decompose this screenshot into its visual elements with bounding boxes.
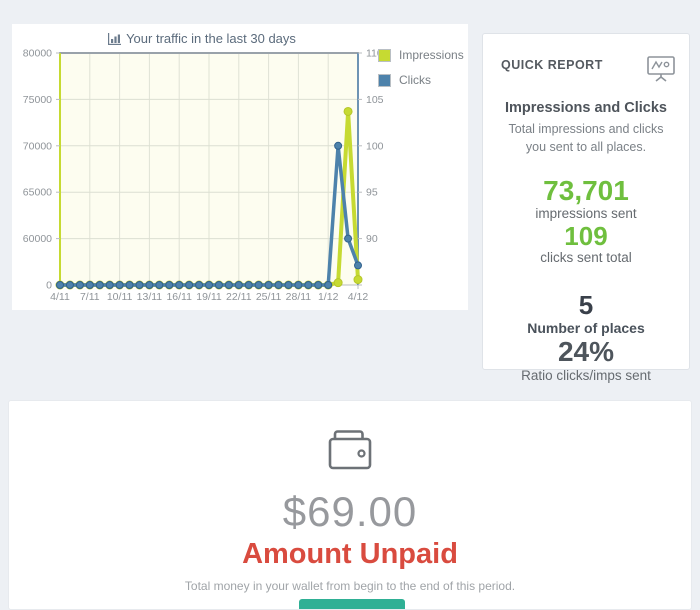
quick-report-section-title: Impressions and Clicks xyxy=(505,100,667,116)
wallet-card: $69.00 Amount Unpaid Total money in your… xyxy=(8,400,692,610)
wallet-amount: $69.00 xyxy=(282,488,418,535)
svg-text:13/11: 13/11 xyxy=(137,291,163,303)
svg-text:95: 95 xyxy=(366,187,378,199)
svg-text:7/11: 7/11 xyxy=(80,291,100,303)
svg-text:60000: 60000 xyxy=(23,233,52,245)
legend-label-impressions: Impressions xyxy=(399,48,464,62)
svg-text:25/11: 25/11 xyxy=(256,291,282,303)
wallet-description: Total money in your wallet from begin to… xyxy=(184,579,516,593)
legend-item-impressions: Impressions xyxy=(378,48,464,62)
stat-places-label: Number of places xyxy=(527,319,645,336)
svg-text:28/11: 28/11 xyxy=(286,291,312,303)
amount-unpaid-label: Amount Unpaid xyxy=(242,538,458,570)
legend-item-clicks: Clicks xyxy=(378,73,464,87)
stat-clicks-label: clicks sent total xyxy=(540,249,632,265)
quick-report-description: Total impressions and clicks you sent to… xyxy=(508,122,664,155)
stat-places-value: 5 xyxy=(578,289,594,320)
stat-clicks-value: 109 xyxy=(564,220,608,251)
chart-title-text: Your traffic in the last 30 days xyxy=(126,31,296,46)
svg-text:110: 110 xyxy=(366,48,383,60)
quick-report-card: QUICK REPORT Impressions and Clicks Tota… xyxy=(482,33,690,383)
stat-ratio-label: Ratio clicks/imps sent xyxy=(521,367,651,383)
svg-text:10/11: 10/11 xyxy=(107,291,133,303)
chart-legend: Impressions Clicks xyxy=(378,48,464,98)
quick-report-header: QUICK REPORT xyxy=(483,34,689,84)
svg-text:80000: 80000 xyxy=(23,48,52,60)
wallet-icon xyxy=(328,430,372,470)
cut-off-action-button[interactable] xyxy=(299,599,405,609)
traffic-chart: 80000 75000 70000 65000 60000 0 110 105 100 95 90 4… xyxy=(23,48,384,303)
svg-text:70000: 70000 xyxy=(23,140,52,152)
legend-label-clicks: Clicks xyxy=(399,73,431,87)
stat-impressions-label: impressions sent xyxy=(535,205,637,221)
svg-text:22/11: 22/11 xyxy=(226,291,252,303)
wallet-icon-wrap xyxy=(9,427,691,478)
impressions-swatch xyxy=(378,48,391,62)
traffic-card: Your traffic in the last 30 days 80000 75… xyxy=(12,24,468,310)
svg-text:4/11: 4/11 xyxy=(50,291,70,303)
stat-ratio-value: 24% xyxy=(557,335,615,367)
svg-text:105: 105 xyxy=(366,94,384,106)
svg-text:75000: 75000 xyxy=(23,94,52,106)
svg-text:100: 100 xyxy=(366,140,384,152)
presentation-chart-icon xyxy=(647,56,675,82)
clicks-swatch xyxy=(378,73,391,87)
chart-title: Your traffic in the last 30 days xyxy=(12,31,392,46)
svg-text:19/11: 19/11 xyxy=(196,291,222,303)
svg-text:1/12: 1/12 xyxy=(318,291,339,303)
bar-chart-icon xyxy=(108,33,122,45)
svg-text:4/12: 4/12 xyxy=(348,291,369,303)
svg-text:0: 0 xyxy=(46,280,52,292)
svg-text:65000: 65000 xyxy=(23,187,52,199)
stat-impressions-value: 73,701 xyxy=(543,175,629,207)
quick-report-title: QUICK REPORT xyxy=(501,58,603,72)
svg-text:90: 90 xyxy=(366,233,378,245)
svg-text:16/11: 16/11 xyxy=(166,291,192,303)
